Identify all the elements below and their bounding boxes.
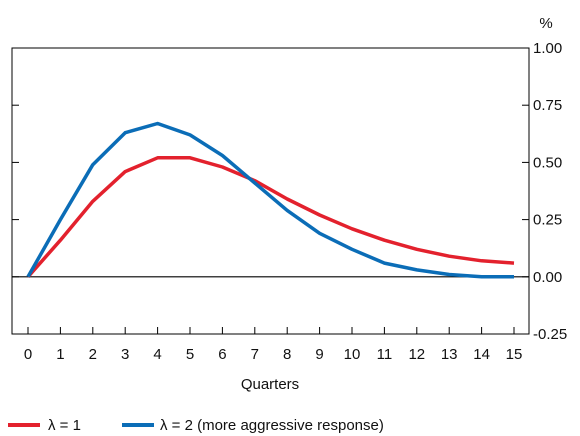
legend: λ = 1 λ = 2 (more aggressive response) [8, 417, 384, 434]
y-tick-label: 0.75 [533, 97, 562, 114]
legend-label-1: λ = 1 [48, 417, 81, 434]
x-tick-label: 11 [377, 346, 393, 363]
x-tick-label: 0 [24, 346, 32, 363]
x-tick-label: 7 [251, 346, 259, 363]
x-tick-label: 10 [344, 346, 361, 363]
series-line-1 [26, 156, 515, 278]
y-tick-label: -0.25 [533, 326, 567, 343]
series-line-2 [26, 121, 514, 279]
x-tick-label: 15 [506, 346, 523, 363]
y-tick-label: 0.25 [533, 212, 562, 229]
y-tick-labels: 1.00 0.75 0.50 0.25 0.00 -0.25 [533, 40, 567, 343]
y-tick-label: 1.00 [533, 40, 562, 57]
x-tick-label: 2 [89, 346, 97, 363]
plot-border [11, 47, 530, 335]
plot-frame [11, 47, 530, 335]
x-tick-label: 9 [315, 346, 323, 363]
y-tick-label: 0.00 [533, 269, 562, 286]
x-tick-label: 1 [56, 346, 64, 363]
x-tick-label: 6 [218, 346, 226, 363]
x-tick-labels: 0 1 2 3 4 5 6 7 8 9 10 11 12 13 14 15 [24, 346, 523, 363]
y-tick-label: 0.50 [533, 154, 562, 171]
axis-ticks [12, 47, 529, 335]
x-tick-label: 5 [186, 346, 194, 363]
x-tick-label: 14 [473, 346, 490, 363]
x-tick-label: 13 [441, 346, 458, 363]
x-tick-label: 3 [121, 346, 129, 363]
x-axis-title: Quarters [241, 376, 299, 393]
x-tick-label: 4 [153, 346, 161, 363]
y-unit-label: % [539, 15, 552, 32]
x-tick-label: 8 [283, 346, 291, 363]
series-lines [26, 121, 515, 279]
legend-label-2: λ = 2 (more aggressive response) [160, 417, 384, 434]
x-tick-label: 12 [408, 346, 425, 363]
